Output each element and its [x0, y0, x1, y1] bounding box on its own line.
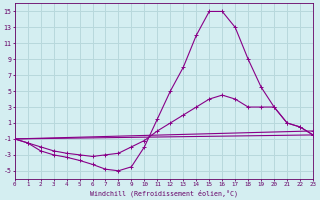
X-axis label: Windchill (Refroidissement éolien,°C): Windchill (Refroidissement éolien,°C): [90, 189, 238, 197]
